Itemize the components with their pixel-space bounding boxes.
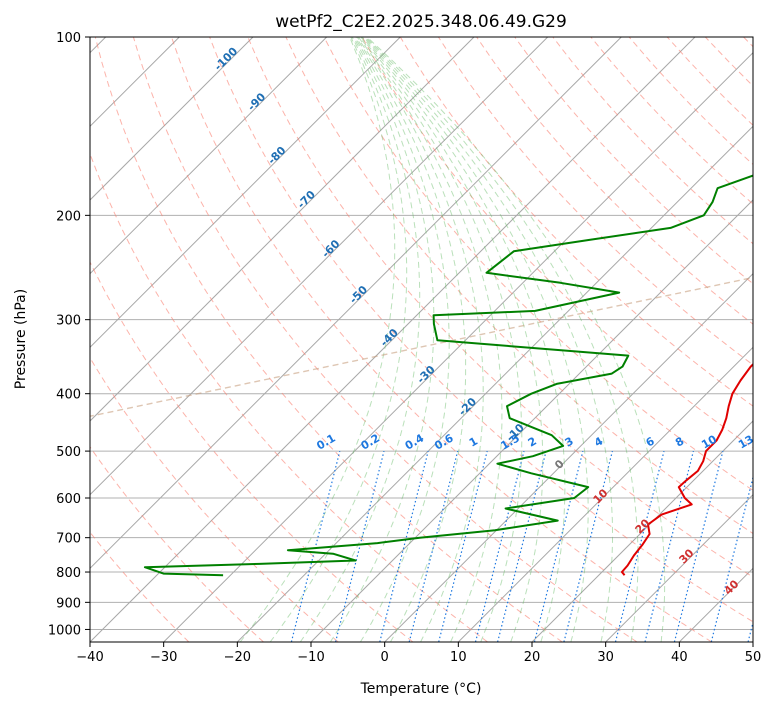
x-axis-label: Temperature (°C) [360,681,482,697]
isotherm-line [679,37,775,642]
isotherm-line [0,37,253,642]
dry-adiabat [19,37,413,642]
dry-adiabat [0,37,338,642]
x-tick-label: −10 [297,650,324,665]
isotherm-line [753,37,775,642]
mixing-ratio-line [748,451,775,642]
x-tick-label: −30 [150,650,177,665]
isotherm-line [164,37,769,642]
mixing-ratio-label: 1 [467,435,480,450]
isotherm-line [0,37,474,642]
x-tick-label: 10 [450,650,467,665]
x-tick-label: 30 [597,650,614,665]
dewpoint-profile [145,37,775,575]
y-tick-label: 900 [56,596,81,611]
mixing-ratio-label: 0.6 [432,431,456,452]
dry-adiabat [477,37,775,642]
series-layer [145,37,775,575]
isotherm-warm-label: 40 [722,577,742,597]
moist-adiabat [240,37,395,642]
mixing-ratio-label: 0.4 [403,431,427,452]
mixing-ratio-label: 2 [526,435,539,450]
isotherm-line [458,37,775,642]
mixing-ratio-line [564,451,613,642]
x-tick-label: 50 [745,650,762,665]
dry-adiabat [438,37,775,642]
isotherm-label: -90 [245,90,268,113]
mixing-ratio-label: 10 [699,432,719,451]
mixing-ratio-label: 6 [644,434,657,449]
mixing-ratio-label: 0.1 [314,432,337,453]
y-axis-label: Pressure (hPa) [13,289,29,389]
mixing-ratio-line [711,451,759,642]
x-tick-label: −40 [76,650,103,665]
moist-adiabat [367,37,665,642]
isotherm-label: -20 [456,395,479,418]
isotherm-label: -100 [212,44,241,73]
x-tick-label: 20 [524,650,541,665]
isotherm-line [385,37,775,642]
isotherm-line [237,37,775,642]
x-tick-label: 0 [381,650,389,665]
isotherm-label: -30 [414,363,437,386]
dry-adiabat [705,37,775,642]
y-tick-label: 800 [56,566,81,581]
plot-frame [90,37,753,642]
isotherm-line [16,37,621,642]
isotherm-line [0,37,327,642]
chart-title: wetPf2_C2E2.2025.348.06.49.G29 [275,12,567,32]
isotherm-line [0,37,400,642]
dry-adiabat [515,37,775,642]
y-tick-label: 600 [56,492,81,507]
dry-adiabat [57,37,488,642]
dry-adiabat [95,37,562,642]
dry-adiabat [0,37,263,642]
y-tick-label: 700 [56,532,81,547]
mixing-ratio-line [476,451,525,642]
isotherm-line [532,37,775,642]
y-tick-label: 100 [56,31,81,46]
mixing-ratio-line [380,451,428,642]
y-tick-label: 1000 [48,623,81,638]
moist-adiabat [356,37,466,642]
isotherm-label: -60 [319,237,342,260]
y-tick-label: 400 [56,388,81,403]
isotherm-warm-label: 10 [591,486,611,506]
y-tick-label: 200 [56,209,81,224]
mixing-ratio-label: 3 [563,435,576,450]
temperature-profile [622,37,775,575]
isotherm-label: -40 [378,326,401,349]
annotation-labels: 0.10.20.40.611.52346810131620253036-100-… [212,44,775,597]
x-tick-label: −20 [224,650,251,665]
x-tick-label: 40 [671,650,688,665]
isotherm-label: -70 [295,188,318,211]
y-tick-label: 300 [56,314,81,329]
mixing-ratio-line [674,451,723,642]
y-tick-label: 500 [56,445,81,460]
dry-adiabat [744,37,775,642]
